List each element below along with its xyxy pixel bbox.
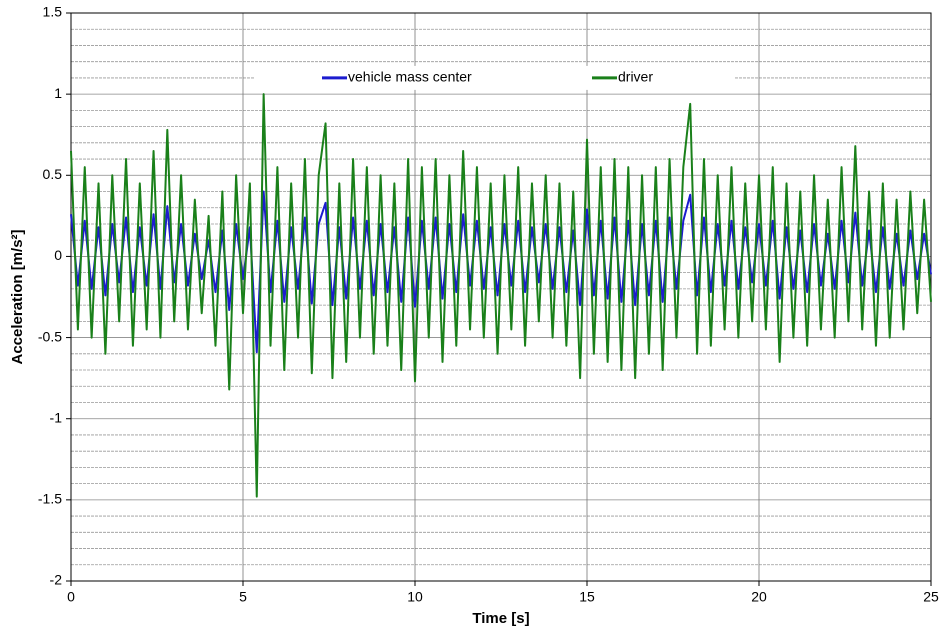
y-tick-label: 0.5	[43, 166, 63, 182]
legend-label: driver	[618, 69, 653, 85]
y-tick-label: 0	[54, 247, 62, 263]
y-tick-label: -0.5	[38, 328, 62, 344]
y-tick-label: 1.5	[43, 4, 63, 20]
series-line	[70, 93, 932, 498]
x-tick-label: 25	[923, 589, 939, 605]
y-tick-label: -1.5	[38, 491, 62, 507]
x-axis-title: Time [s]	[472, 610, 529, 627]
y-tick-label: -1	[50, 409, 63, 425]
x-tick-label: 0	[67, 589, 75, 605]
x-tick-label: 5	[239, 589, 247, 605]
y-tick-label: -2	[50, 572, 63, 588]
x-tick-label: 20	[751, 589, 767, 605]
x-tick-label: 15	[579, 589, 595, 605]
y-tick-label: 1	[54, 85, 62, 101]
x-tick-label: 10	[407, 589, 423, 605]
legend-label: vehicle mass center	[348, 69, 472, 85]
y-axis-title: Acceleration [m/s²]	[9, 229, 26, 364]
